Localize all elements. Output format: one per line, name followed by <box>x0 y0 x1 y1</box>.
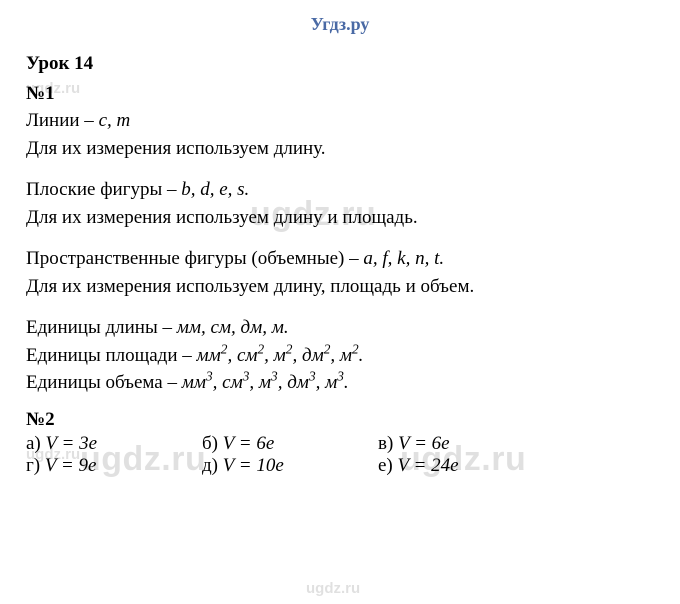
val: V = 3e <box>46 433 98 454</box>
task1-block3-line2: Для их измерения используем длину, площа… <box>26 273 654 301</box>
task2-number: №2 <box>26 409 654 431</box>
text: Пространственные фигуры (объемные) – <box>26 248 363 269</box>
task1-block3-line1: Пространственные фигуры (объемные) – a, … <box>26 245 654 273</box>
task1-block2-line2: Для их измерения используем длину и площ… <box>26 204 654 232</box>
val: V = 6e <box>223 433 275 454</box>
task2-f: е) V = 24e <box>378 455 498 477</box>
task2-b: б) V = 6e <box>202 433 322 455</box>
label: в) <box>378 433 398 454</box>
label: е) <box>378 455 398 476</box>
label: Единицы длины – <box>26 317 177 338</box>
gap <box>26 300 654 314</box>
label: Единицы площади – <box>26 345 197 366</box>
task1-block1-line1: Линии – c, m <box>26 107 654 135</box>
gap <box>26 162 654 176</box>
vars: c, m <box>99 110 131 131</box>
task2-c: в) V = 6e <box>378 433 498 455</box>
task2-row2: г) V = 9e д) V = 10e е) V = 24e <box>26 455 654 477</box>
val: V = 6e <box>398 433 450 454</box>
vars: a, f, k, n, t. <box>363 248 444 269</box>
label: а) <box>26 433 46 454</box>
label: д) <box>202 455 223 476</box>
label: б) <box>202 433 223 454</box>
label: Единицы объема – <box>26 372 182 393</box>
units-volume: Единицы объема – мм3, см3, м3, дм3, м3. <box>26 369 654 397</box>
lesson-title: Урок 14 <box>26 53 654 75</box>
val: V = 9e <box>45 455 97 476</box>
vals: мм3, см3, м3, дм3, м3. <box>182 372 349 393</box>
label: г) <box>26 455 45 476</box>
gap <box>26 231 654 245</box>
vars: b, d, e, s. <box>181 179 249 200</box>
units-length: Единицы длины – мм, см, дм, м. <box>26 314 654 342</box>
task1-number: №1 <box>26 83 654 105</box>
task2-d: г) V = 9e <box>26 455 146 477</box>
task1-block2-line1: Плоские фигуры – b, d, e, s. <box>26 176 654 204</box>
site-header: Угдз.ру <box>26 14 654 35</box>
text: Линии – <box>26 110 99 131</box>
page-root: Угдз.ру Урок 14 №1 Линии – c, m Для их и… <box>0 0 680 497</box>
vals: мм2, см2, м2, дм2, м2. <box>197 345 364 366</box>
val: V = 24e <box>398 455 459 476</box>
task1-block1-line2: Для их измерения используем длину. <box>26 135 654 163</box>
task2-e: д) V = 10e <box>202 455 322 477</box>
task2-a: а) V = 3e <box>26 433 146 455</box>
val: V = 10e <box>223 455 284 476</box>
units-area: Единицы площади – мм2, см2, м2, дм2, м2. <box>26 342 654 370</box>
task2-row1: а) V = 3e б) V = 6e в) V = 6e <box>26 433 654 455</box>
vals: мм, см, дм, м. <box>177 317 289 338</box>
watermark-small: ugdz.ru <box>306 580 360 597</box>
text: Плоские фигуры – <box>26 179 181 200</box>
